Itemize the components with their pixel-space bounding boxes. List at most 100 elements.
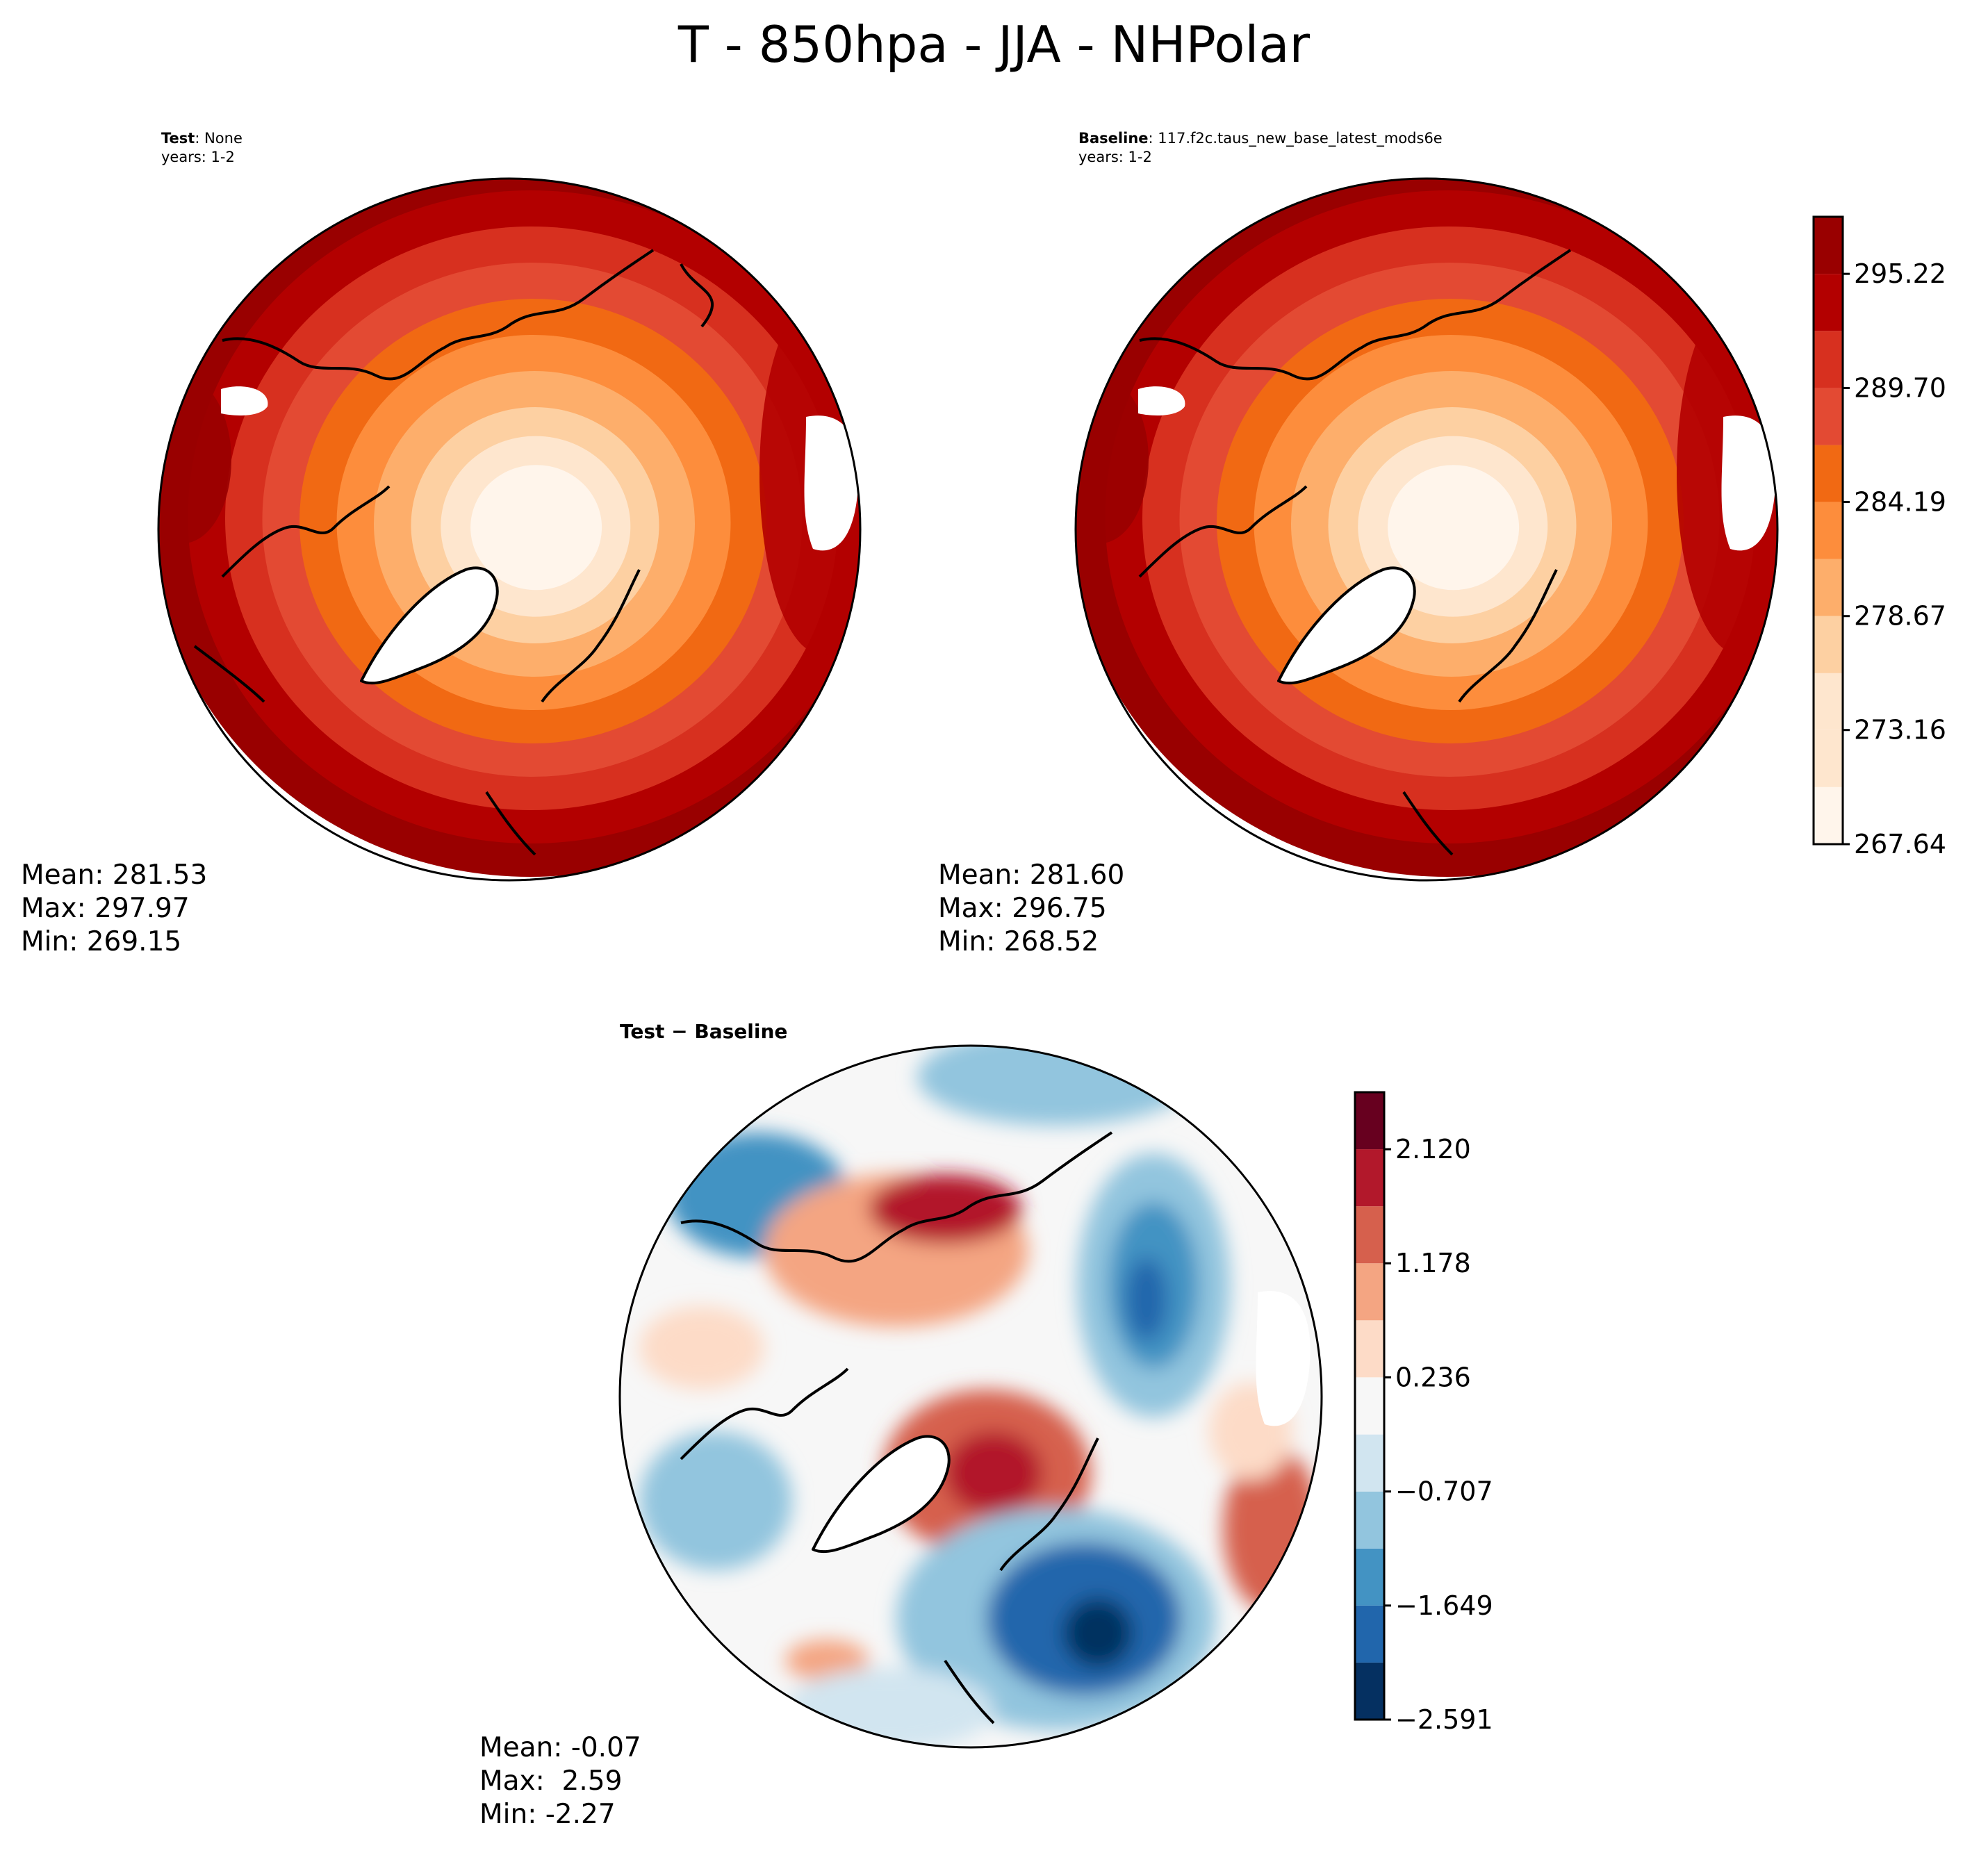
coast-americas [193,485,391,703]
greenland-outline [1277,566,1416,685]
contour-band [1413,490,1495,567]
baseline-name: 117.f2c.taus_new_base_latest_mods6e [1158,130,1443,147]
colorbar-diff: −2.591 −1.649 −0.707 0.236 1.178 2.120 [1354,1091,1493,1735]
missing-patch [221,386,268,415]
colorbar-top: 267.64 273.16 278.67 284.19 289.70 295.22 [1812,215,1946,859]
diff-stats: Mean: -0.07 Max: 2.59 Min: -2.27 [479,1731,641,1831]
diff-missing [1256,1291,1311,1426]
baseline-coastlines [1138,249,1572,856]
test-header: Test: None years: 1-2 [161,130,243,165]
colorbar-tick-label: 267.64 [1854,829,1946,859]
missing-patch [804,415,859,551]
colorbar-band [1355,1491,1384,1549]
colorbar-band [1814,559,1843,616]
colorbar-tick-label: 0.236 [1395,1362,1471,1392]
colorbar-band [1355,1149,1384,1207]
colorbar-band [1355,1320,1384,1378]
baseline-label: Baseline [1078,130,1149,147]
test-max: Max: 297.97 [21,893,190,924]
test-map-border [157,177,862,882]
colorbar-tick-label: 284.19 [1854,486,1946,517]
coast-asia [1139,249,1572,381]
test-years: years: 1-2 [161,149,235,165]
colorbar-tick-label: 295.22 [1854,258,1946,289]
contour-band [496,490,577,567]
colorbar-band [1814,502,1843,559]
baseline-contours [1076,179,1777,877]
diff-blob [639,1431,792,1570]
baseline-map [1074,177,1779,882]
figure-title: T - 850hpa - JJA - NHPolar [677,15,1311,74]
diff-contours [620,1046,1322,1747]
missing-patch [1138,386,1185,415]
diff-blob [1126,1258,1167,1341]
test-stats: Mean: 281.53 Max: 297.97 Min: 269.15 [21,859,207,959]
colorbar-band [1355,1548,1384,1606]
coast-europe [944,1438,1099,1724]
test-map [157,177,862,882]
contour-band [158,377,231,543]
diff-blob [869,1174,1021,1244]
colorbar-band [1814,787,1843,844]
colorbar-tick-label: 273.16 [1854,715,1946,746]
test-mean: Mean: 281.53 [21,859,208,891]
test-min: Min: 269.15 [21,926,182,957]
colorbar-tick-label: −1.649 [1395,1590,1493,1621]
coast-asia [680,1131,1113,1263]
coast-asia [222,249,714,381]
colorbar-tick-label: 289.70 [1854,372,1946,403]
colorbar-band [1355,1605,1384,1663]
diff-blob [639,1306,764,1390]
colorbar-band [1355,1092,1384,1150]
diff-mean: Mean: -0.07 [479,1732,641,1763]
diff-max: Max: 2.59 [479,1765,623,1797]
colorbar-band [1814,331,1843,388]
colorbar-band [1814,388,1843,445]
missing-patch [1256,1291,1311,1426]
colorbar-tick-label: 2.120 [1395,1134,1471,1164]
greenland-outline [812,1435,951,1554]
coast-americas [1138,485,1308,578]
coast-americas [680,1367,849,1460]
colorbar-band [1355,1263,1384,1321]
baseline-stats: Mean: 281.60 Max: 296.75 Min: 268.52 [938,859,1124,959]
colorbar-band [1814,616,1843,673]
test-contours [158,179,860,877]
colorbar-band [1355,1377,1384,1435]
colorbar-tick-label: −2.591 [1395,1704,1493,1735]
diff-min: Min: -2.27 [479,1799,616,1830]
baseline-min: Min: 268.52 [938,926,1099,957]
contour-band [1076,377,1149,543]
colorbar-tick-label: 278.67 [1854,601,1946,632]
colorbar-band [1814,445,1843,502]
colorbar-tick-label: 1.178 [1395,1248,1471,1278]
diff-blob [917,1046,1195,1126]
colorbar-band [1814,217,1843,274]
baseline-header: Baseline: 117.f2c.taus_new_base_latest_m… [1078,130,1443,165]
test-name: None [204,130,243,147]
colorbar-frame [1812,215,1844,846]
baseline-mean: Mean: 281.60 [938,859,1125,891]
baseline-map-border [1074,177,1779,882]
colorbar-band [1355,1434,1384,1492]
colorbar-band [1355,1206,1384,1264]
diff-coastlines [680,1131,1113,1724]
colorbar-frame [1354,1091,1386,1721]
baseline-max: Max: 296.75 [938,893,1107,924]
colorbar-tick-label: −0.707 [1395,1476,1493,1507]
diff-blob [1063,1598,1133,1667]
colorbar-band [1814,673,1843,730]
diff-blob [945,1431,1042,1515]
diff-blob [785,1640,869,1681]
colorbar-band [1814,730,1843,787]
colorbar-band [1355,1662,1384,1720]
diff-map-border [618,1044,1323,1749]
greenland-outline [360,566,499,685]
test-label: Test [161,130,195,147]
diff-title: Test − Baseline [620,1020,788,1043]
test-missing [221,386,859,551]
coast-europe [485,569,641,856]
coast-europe [1402,569,1558,856]
test-coastlines [193,249,714,856]
